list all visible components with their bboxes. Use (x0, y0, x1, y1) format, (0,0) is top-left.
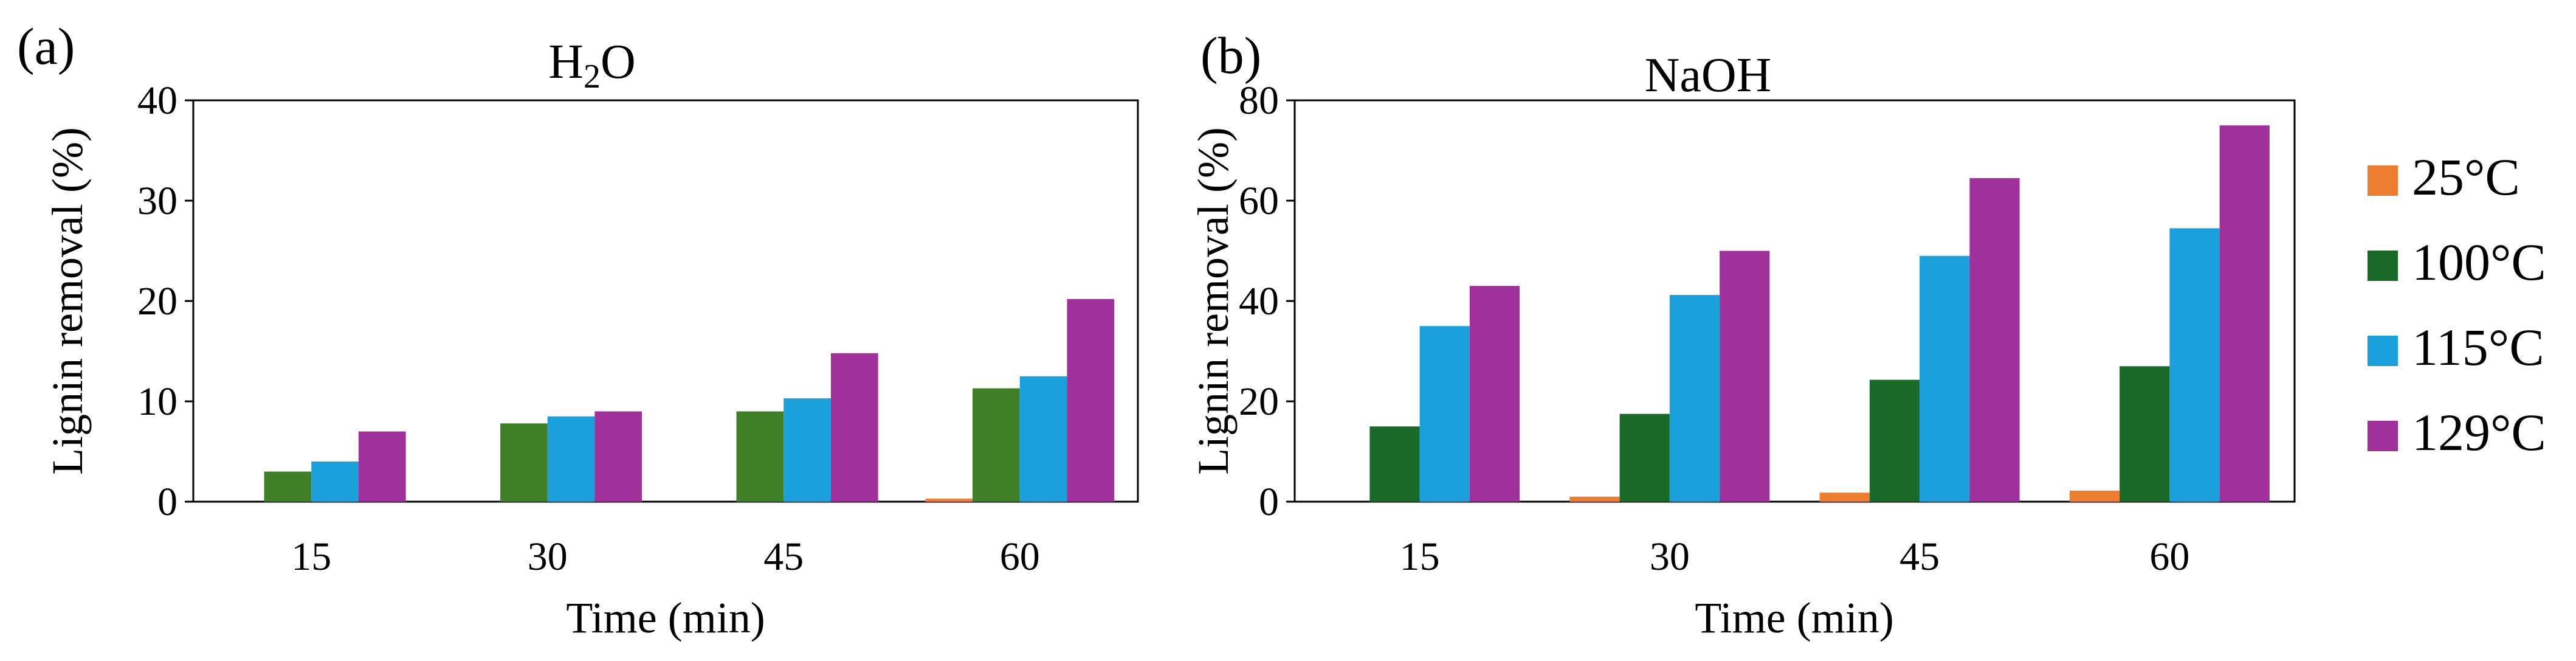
legend-label: 129°C (2412, 403, 2546, 462)
bar-115c-t45 (783, 398, 831, 502)
x-tick-label: 15 (1400, 535, 1440, 579)
x-axis-title: Time (min) (566, 594, 765, 642)
bar-25c-t60 (925, 499, 973, 502)
bar-115c-t15 (311, 462, 359, 502)
x-tick-label: 60 (2149, 535, 2189, 579)
chart-title-main: NaOH (1645, 49, 1772, 102)
x-tick-label: 45 (763, 535, 804, 579)
legend-swatch-115c (2368, 336, 2398, 366)
bar-100c-t15 (1369, 426, 1420, 502)
bar-100c-t30 (500, 423, 548, 502)
y-tick-label: 20 (1239, 379, 1279, 424)
y-tick-label: 0 (1259, 480, 1279, 524)
bar-100c-t60 (2120, 366, 2170, 502)
y-axis-title: Lignin removal (%) (1189, 127, 1238, 475)
bar-129c-t60 (1067, 299, 1115, 502)
bar-115c-t60 (1019, 376, 1067, 502)
x-tick-label: 30 (528, 535, 568, 579)
y-tick-label: 60 (1239, 179, 1279, 223)
bar-129c-t45 (830, 353, 878, 502)
chart-title: NaOH (1645, 49, 1772, 102)
legend-swatch-25c (2368, 165, 2398, 196)
y-tick-label: 80 (1239, 78, 1279, 123)
bar-129c-t60 (2219, 125, 2270, 502)
bar-129c-t15 (1469, 286, 1520, 502)
bar-25c-t30 (1569, 496, 1620, 502)
legend-label: 100°C (2412, 233, 2546, 291)
bar-100c-t15 (264, 471, 312, 502)
legend-swatch-129c (2368, 421, 2398, 451)
y-axis-title: Lignin removal (%) (43, 127, 92, 475)
bar-115c-t15 (1419, 326, 1470, 502)
y-tick-label: 30 (137, 179, 177, 223)
chart-title-tail: O (601, 35, 636, 89)
bar-129c-t30 (1720, 251, 1770, 502)
bar-100c-t30 (1619, 414, 1670, 502)
legend: 25°C 100°C 115°C 129°C (2368, 148, 2546, 462)
chart-panel-b: 0 20 40 60 80 15 30 45 60 Time (min) Lignin remova… (1189, 26, 2296, 642)
bar-115c-t30 (1669, 295, 1720, 502)
bar-115c-t30 (547, 416, 595, 502)
y-tick-label: 40 (1239, 279, 1279, 324)
x-axis-title: Time (min) (1695, 594, 1893, 642)
chart-title: H2O (548, 35, 636, 95)
panel-label: (a) (17, 17, 75, 75)
x-tick-label: 15 (291, 535, 331, 579)
chart-title-main: H (548, 35, 584, 89)
bar-115c-t60 (2169, 228, 2220, 502)
legend-label: 115°C (2412, 318, 2544, 376)
y-tick-label: 0 (157, 480, 177, 524)
x-tick-label: 60 (1000, 535, 1040, 579)
bar-129c-t30 (594, 411, 642, 502)
y-tick-label: 40 (137, 78, 177, 123)
bar-100c-t45 (736, 411, 784, 502)
x-tick-label: 45 (1899, 535, 1940, 579)
bar-25c-t60 (2069, 490, 2120, 502)
chart-panel-a: 0 10 20 30 40 15 30 45 60 Time (min) Lignin remova… (17, 17, 1139, 642)
legend-label: 25°C (2412, 148, 2520, 206)
bar-25c-t45 (1819, 493, 1870, 502)
bar-115c-t45 (1920, 255, 1970, 502)
bar-100c-t45 (1869, 379, 1920, 502)
bar-100c-t60 (973, 388, 1020, 502)
y-tick-label: 10 (137, 379, 177, 424)
chart-title-subscript: 2 (584, 58, 601, 95)
y-tick-label: 20 (137, 279, 177, 324)
bar-129c-t15 (358, 431, 406, 502)
panel-label: (b) (1200, 26, 1261, 85)
legend-swatch-100c (2368, 251, 2398, 281)
x-tick-label: 30 (1650, 535, 1690, 579)
bar-129c-t45 (1969, 178, 2020, 502)
